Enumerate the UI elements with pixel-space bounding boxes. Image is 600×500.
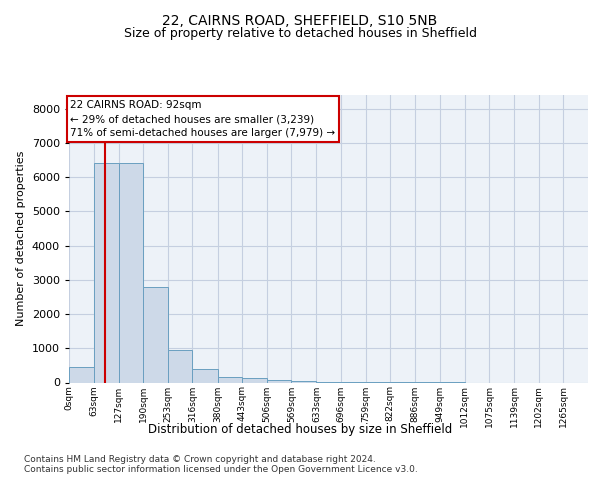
Bar <box>267 380 292 382</box>
Text: Size of property relative to detached houses in Sheffield: Size of property relative to detached ho… <box>124 28 476 40</box>
Bar <box>168 350 193 382</box>
Bar <box>193 369 218 382</box>
Bar <box>69 367 94 382</box>
Bar <box>143 286 168 382</box>
Bar <box>218 378 242 382</box>
Text: 22 CAIRNS ROAD: 92sqm
← 29% of detached houses are smaller (3,239)
71% of semi-d: 22 CAIRNS ROAD: 92sqm ← 29% of detached … <box>70 100 335 138</box>
Bar <box>242 378 267 382</box>
Bar <box>94 164 119 382</box>
Text: 22, CAIRNS ROAD, SHEFFIELD, S10 5NB: 22, CAIRNS ROAD, SHEFFIELD, S10 5NB <box>163 14 437 28</box>
Bar <box>119 164 143 382</box>
Y-axis label: Number of detached properties: Number of detached properties <box>16 151 26 326</box>
Text: Distribution of detached houses by size in Sheffield: Distribution of detached houses by size … <box>148 422 452 436</box>
Bar <box>292 381 316 382</box>
Text: Contains HM Land Registry data © Crown copyright and database right 2024.
Contai: Contains HM Land Registry data © Crown c… <box>24 455 418 474</box>
